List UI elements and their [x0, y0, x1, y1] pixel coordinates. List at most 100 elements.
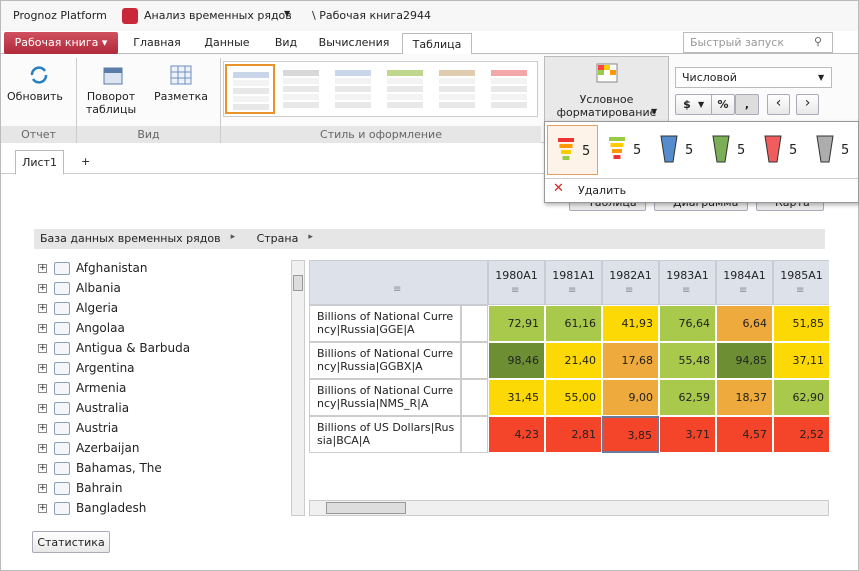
table-cell[interactable]: 51,85	[773, 305, 829, 342]
style-thumbnail[interactable]	[225, 64, 275, 114]
country-name: Azerbaijan	[76, 441, 140, 455]
number-format-button[interactable]: $ ▼	[675, 94, 713, 115]
search-icon[interactable]: ⚲	[814, 35, 823, 48]
scroll-thumb[interactable]	[326, 502, 406, 514]
table-cell[interactable]: 31,45	[488, 379, 545, 416]
ribbon-button-label[interactable]: Поворот таблицы	[85, 90, 137, 116]
tree-node[interactable]: + Australia	[34, 399, 291, 419]
sheet-tabs: Лист1 +	[1, 149, 858, 175]
style-thumbnail[interactable]	[381, 64, 431, 114]
nav-button[interactable]: ›	[796, 94, 819, 115]
ribbon-button-label[interactable]: Обновить	[7, 90, 63, 103]
tree-node[interactable]: + Azerbaijan	[34, 439, 291, 459]
folder-icon	[54, 502, 70, 515]
tree-node[interactable]: + Bahrain	[34, 479, 291, 499]
menu-tabs: Рабочая книга ▾ Главная Данные Вид Вычислени…	[1, 31, 858, 55]
thumb-row	[335, 94, 371, 100]
country-name: Antigua & Barbuda	[76, 341, 191, 355]
table-cell[interactable]: 18,37	[716, 379, 773, 416]
cf-icon	[764, 135, 782, 163]
ribbon-button-label[interactable]: Разметка	[153, 90, 209, 103]
breadcrumb-item[interactable]: Страна	[256, 232, 299, 245]
table-cell[interactable]: 9,00	[602, 379, 659, 416]
tree-node[interactable]: + Angolaa	[34, 319, 291, 339]
cf-option[interactable]: 5	[755, 125, 806, 175]
breadcrumb-item[interactable]: База данных временных рядов	[40, 232, 221, 245]
tree-node[interactable]: + Antigua & Barbuda	[34, 339, 291, 359]
cf-icon	[558, 138, 574, 160]
country-name: Algeria	[76, 301, 119, 315]
table-cell[interactable]: 62,90	[773, 379, 829, 416]
search-box[interactable]: Быстрый запуск ⚲	[683, 32, 833, 53]
tree-node[interactable]: + Bahamas, The	[34, 459, 291, 479]
tree-node[interactable]: + Austria	[34, 419, 291, 439]
table-cell[interactable]: 41,93	[602, 305, 659, 342]
table-cell[interactable]: 2,81	[545, 416, 602, 453]
nav-button[interactable]: ‹	[767, 94, 790, 115]
table-cell[interactable]: 94,85	[716, 342, 773, 379]
menu-tab[interactable]: Вычисления	[318, 36, 390, 49]
scroll-thumb[interactable]	[293, 275, 303, 291]
menu-tab[interactable]: Главная	[133, 36, 181, 49]
table-cell[interactable]: 3,85	[602, 416, 659, 453]
menu-tab[interactable]: Данные	[204, 36, 250, 49]
sheet-tab[interactable]: Лист1	[15, 150, 64, 175]
module-name[interactable]: Анализ временных рядов	[144, 9, 292, 22]
number-format-button[interactable]: %	[711, 94, 735, 115]
cf-option[interactable]: 5	[651, 125, 702, 175]
style-thumbnail[interactable]	[485, 64, 535, 114]
cf-icon	[609, 137, 625, 159]
style-thumbnail[interactable]	[433, 64, 483, 114]
cell-value: 9,00	[628, 391, 654, 404]
folder-icon	[54, 362, 70, 375]
format-select[interactable]: Числовой ▼	[675, 67, 832, 88]
cf-option[interactable]: 5	[807, 125, 858, 175]
cell-value: 55,48	[678, 354, 711, 367]
table-cell[interactable]: 55,48	[659, 342, 716, 379]
table-cell[interactable]: 6,64	[716, 305, 773, 342]
table-cell[interactable]: 98,46	[488, 342, 545, 379]
country-name: Angolaa	[76, 321, 125, 335]
menu-tab[interactable]: Вид	[274, 36, 298, 49]
tree-node[interactable]: + Bangladesh	[34, 499, 291, 515]
table-cell[interactable]: 72,91	[488, 305, 545, 342]
table-cell[interactable]: 4,57	[716, 416, 773, 453]
table-cell[interactable]: 3,71	[659, 416, 716, 453]
cf-option[interactable]: 5	[599, 125, 650, 175]
dropdown-arrow[interactable]: ▼	[284, 9, 291, 18]
style-thumbnail[interactable]	[329, 64, 379, 114]
table-cell[interactable]: 62,59	[659, 379, 716, 416]
cell-value: 3,71	[685, 428, 711, 441]
menu-tab[interactable]: Рабочая книга ▾	[4, 32, 118, 54]
table-cell[interactable]: 55,00	[545, 379, 602, 416]
cf-option[interactable]: 5	[703, 125, 754, 175]
tree-node[interactable]: + Algeria	[34, 299, 291, 319]
conditional-format-button[interactable]: Условное форматирование ▼	[544, 56, 669, 122]
statistics-button[interactable]: Статистика	[32, 531, 110, 553]
tree-node[interactable]: + Albania	[34, 279, 291, 299]
tree-node[interactable]: + Argentina	[34, 359, 291, 379]
table-cell[interactable]: 17,68	[602, 342, 659, 379]
add-sheet[interactable]: +	[81, 155, 91, 168]
country-name: Bangladesh	[76, 501, 147, 515]
table-cell[interactable]: 76,64	[659, 305, 716, 342]
delete-item[interactable]: Удалить	[578, 184, 627, 197]
tree-node[interactable]: + Armenia	[34, 379, 291, 399]
cell-value: 55,00	[564, 391, 597, 404]
cell-value: 62,90	[792, 391, 825, 404]
number-format-button[interactable]: ,	[735, 94, 759, 115]
cf-option[interactable]: 5	[547, 125, 598, 175]
menu-tab[interactable]: Таблица	[402, 33, 472, 55]
table-cell[interactable]: 4,23	[488, 416, 545, 453]
table-cell[interactable]: 2,52	[773, 416, 829, 453]
table-cell[interactable]: 37,11	[773, 342, 829, 379]
style-thumbnail[interactable]	[277, 64, 327, 114]
tree-node[interactable]: + Afghanistan	[34, 259, 291, 279]
horizontal-scrollbar[interactable]	[309, 500, 829, 516]
vertical-scrollbar[interactable]	[291, 260, 305, 516]
format-value: Числовой	[682, 71, 737, 84]
row-label: Billions of US Dollars|Russia|BCA|A	[317, 421, 455, 447]
style-gallery	[223, 61, 538, 117]
table-cell[interactable]: 21,40	[545, 342, 602, 379]
table-cell[interactable]: 61,16	[545, 305, 602, 342]
